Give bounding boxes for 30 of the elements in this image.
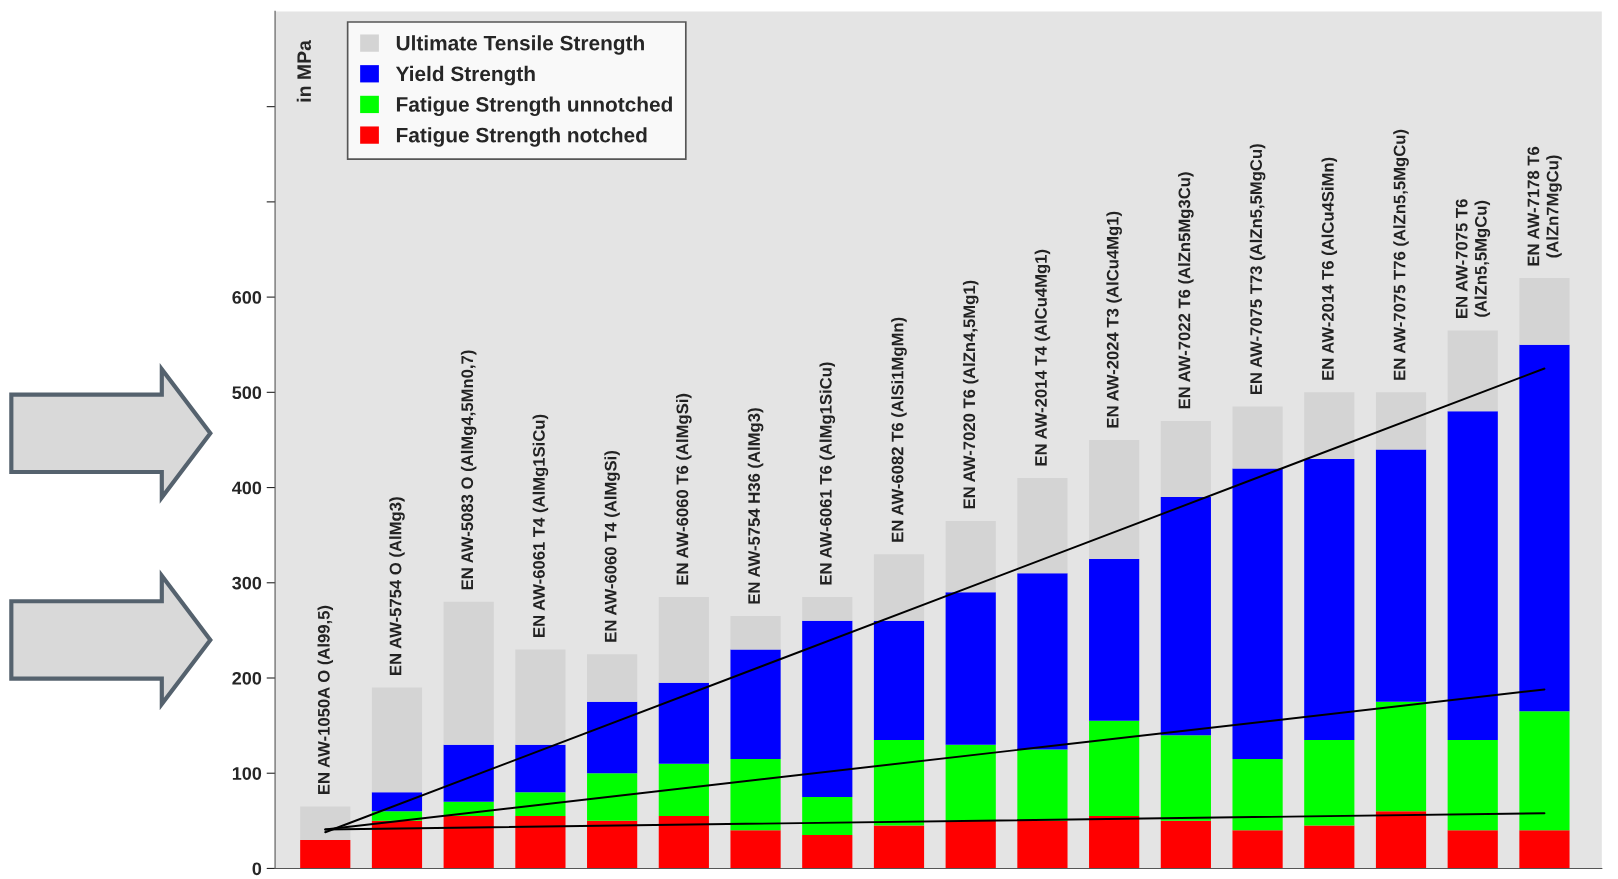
legend-label: Fatigue Strength notched: [396, 127, 647, 147]
x-tick-label: EN AW-1050A O (Al99,5): [317, 605, 334, 795]
x-tick-label: EN AW-6060 T6 (AlMgSi): [676, 393, 692, 585]
x-tick-label: EN AW-7075 T6 (AlZn5,5MgCu): [1455, 199, 1491, 318]
x-tick-label: EN AW-7020 T6 (AlZn4,5Mg1): [962, 280, 979, 509]
x-tick-label: EN AW-7075 T73 (AlZn5,5MgCu): [1249, 144, 1266, 395]
x-tick-label: EN AW-7075 T76 (AlZn5,5MgCu): [1393, 129, 1409, 380]
x-tick-label: EN AW-6061 T6 (AlMg1SiCu): [819, 362, 836, 585]
legend-label: Fatigue Strength unnotched: [396, 96, 672, 117]
x-tick-label: EN AW-2024 T3 (AlCu4Mg1): [1106, 211, 1122, 428]
y-tick-label: 100: [232, 767, 262, 780]
x-tick-label: EN AW-5754 H36 (AlMg3): [747, 408, 764, 604]
y-tick-label: 400: [232, 481, 262, 495]
y-tick-label: 200: [232, 671, 262, 685]
x-tick-label: EN AW-2014 T4 (AlCu4Mg1): [1034, 249, 1051, 466]
y-tick-label: 500: [232, 386, 262, 400]
x-tick-label: EN AW-7178 T6 (AlZn7MgCu): [1527, 146, 1562, 266]
x-tick-label: EN AW-6082 T6 (AlSi1MgMn): [891, 317, 907, 542]
x-tick-label: EN AW-5083 O (AlMg4,5Mn0,7): [460, 350, 477, 590]
legend-label: Ultimate Tensile Strength: [396, 35, 644, 55]
x-tick-label: EN AW-6061 T4 (AlMg1SiCu): [532, 414, 549, 637]
legend-label: Yield Strength: [395, 65, 535, 86]
y-tick-label: 300: [232, 576, 262, 590]
y-tick-label: 0: [252, 862, 262, 876]
x-tick-label: EN AW-5754 O (AlMg3): [389, 497, 405, 675]
x-tick-label: EN AW-2014 T6 (AlCu4SiMn): [1321, 157, 1338, 380]
y-tick-label: 600: [232, 291, 262, 304]
x-tick-label: EN AW-6060 T4 (AlMgSi): [604, 451, 620, 642]
y-axis-title: in MPa: [296, 39, 312, 102]
x-tick-label: EN AW-7022 T6 (AlZn5Mg3Cu): [1178, 172, 1194, 409]
